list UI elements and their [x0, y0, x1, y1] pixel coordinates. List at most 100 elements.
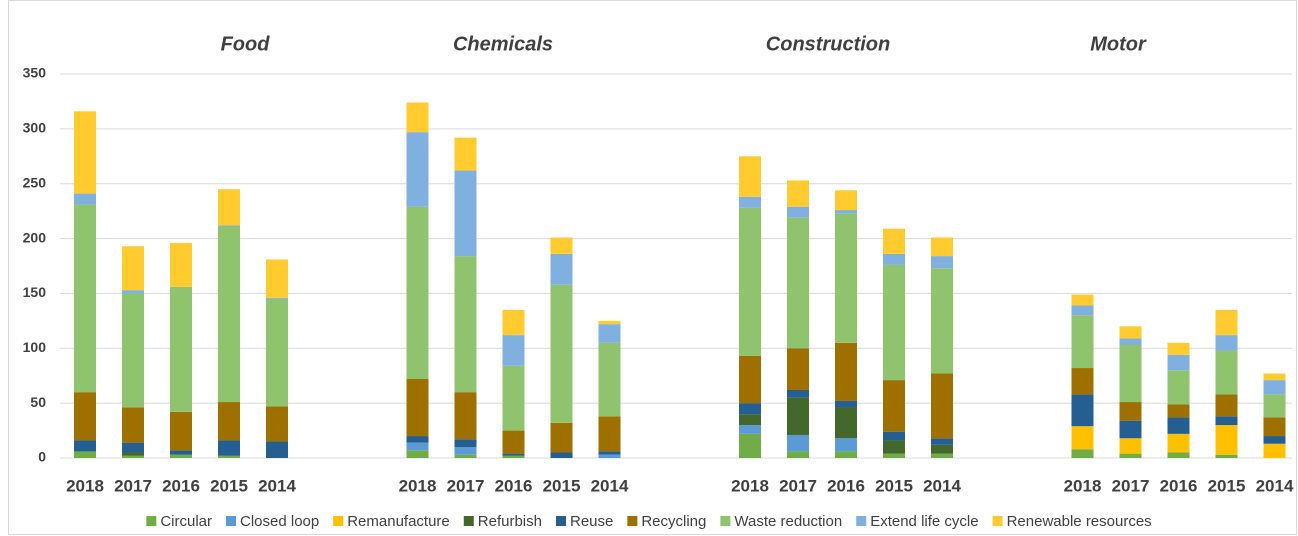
bar-segment [1071, 426, 1094, 450]
bar-segment [454, 170, 477, 257]
bar-segment [550, 237, 573, 254]
bar-segment [1263, 380, 1286, 395]
bar-segment [835, 400, 857, 408]
bar-segment [1263, 373, 1286, 381]
legend-swatch [463, 516, 474, 526]
legend-swatch [720, 516, 731, 526]
bar-segment [739, 433, 761, 458]
bar-segment [883, 264, 905, 381]
bar-segment [266, 259, 288, 298]
bar-segment [1263, 443, 1286, 458]
legend-label: Reuse [570, 513, 613, 530]
bar-segment [74, 440, 96, 452]
bar-segment [1071, 315, 1094, 369]
legend-label: Extend life cycle [870, 513, 978, 530]
bar-segment [122, 290, 144, 294]
legend-label: Closed loop [240, 513, 319, 530]
x-tick-label: 2015 [1208, 476, 1246, 495]
y-tick-label: 150 [23, 284, 47, 300]
x-tick-label: 2016 [162, 476, 200, 495]
bar-segment [406, 132, 429, 207]
bar-segment [454, 447, 477, 455]
x-tick-label: 2018 [1064, 476, 1102, 495]
bar-segment [931, 373, 953, 439]
bar-segment [406, 436, 429, 443]
bar-segment [550, 253, 573, 285]
bar-segment [1071, 368, 1094, 395]
legend-label: Waste reduction [734, 513, 842, 530]
bar-segment [883, 431, 905, 441]
bar-segment [931, 237, 953, 257]
bar-segment [502, 453, 525, 456]
bar-segment [787, 451, 809, 458]
bar-segment [1215, 425, 1238, 455]
bar-segment [122, 452, 144, 456]
bar-segment [266, 441, 288, 458]
bar-segment [454, 392, 477, 440]
bar-segment [1263, 417, 1286, 437]
bar-segment [1119, 402, 1142, 421]
legend-swatch [333, 516, 344, 526]
bar-segment [406, 206, 429, 380]
x-tick-label: 2016 [495, 476, 533, 495]
bar-segment [883, 380, 905, 432]
y-tick-label: 50 [30, 394, 46, 410]
bar-segment [883, 440, 905, 454]
bar-segment [739, 196, 761, 208]
bar-segment [931, 268, 953, 374]
bar-segment [406, 379, 429, 437]
bar-segment [787, 180, 809, 207]
bar-segment [502, 455, 525, 458]
bar-segment [266, 297, 288, 299]
bar-segment [502, 335, 525, 366]
legend-swatch [992, 516, 1003, 526]
x-tick-label: 2018 [731, 476, 769, 495]
bar-segment [406, 450, 429, 458]
bar-segment [739, 425, 761, 434]
bar-segment [835, 342, 857, 401]
x-tick-label: 2017 [114, 476, 152, 495]
y-tick-label: 200 [23, 229, 47, 245]
x-tick-label: 2016 [827, 476, 865, 495]
bar-segment [835, 438, 857, 452]
x-tick-label: 2014 [258, 476, 296, 495]
bar-segment [598, 451, 621, 455]
bar-segment [1263, 436, 1286, 444]
bar-segment [1119, 438, 1142, 454]
bar-segment [931, 256, 953, 269]
bar-segment [1119, 420, 1142, 439]
group-title: Chemicals [453, 33, 553, 55]
bar-segment [218, 225, 240, 227]
bar-segment [266, 298, 288, 407]
bar-segment [170, 411, 192, 451]
bar-segment [74, 451, 96, 458]
bar-segment [1215, 350, 1238, 395]
bar-segment [122, 293, 144, 408]
bar-segment [122, 407, 144, 443]
bar-segment [931, 444, 953, 454]
group-title: Motor [1090, 33, 1147, 55]
bar-segment [883, 253, 905, 265]
bar-segment [122, 455, 144, 458]
bar-segment [1167, 433, 1190, 453]
bar-segment [739, 355, 761, 404]
bar-segment [787, 389, 809, 398]
bar-segment [835, 190, 857, 211]
bar-segment [502, 309, 525, 336]
x-tick-label: 2018 [399, 476, 437, 495]
bar-segment [218, 455, 240, 458]
bar-segment [550, 284, 573, 423]
bar-segment [739, 207, 761, 356]
bar-segment [122, 442, 144, 453]
bar-segment [1215, 416, 1238, 426]
bar-segment [1167, 417, 1190, 434]
bar-segment [1263, 394, 1286, 418]
bar-segment [502, 430, 525, 454]
legend-label: Remanufacture [347, 513, 450, 530]
bar-segment [74, 111, 96, 194]
y-tick-label: 0 [38, 449, 46, 465]
legend-swatch [627, 516, 638, 526]
bar-segment [598, 320, 621, 325]
bar-segment [739, 156, 761, 197]
x-tick-label: 2017 [447, 476, 485, 495]
